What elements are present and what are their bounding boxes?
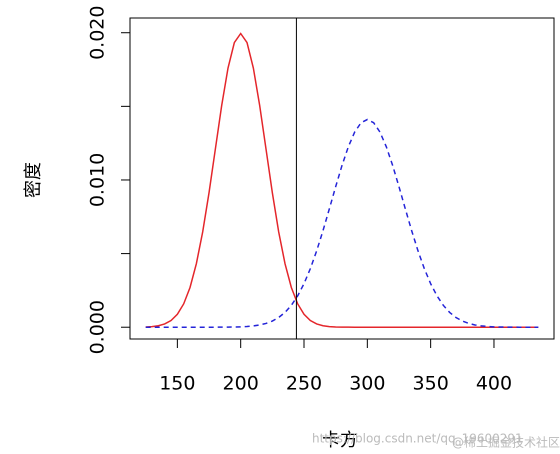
y-axis-label: 密度: [23, 162, 44, 198]
x-tick-label: 350: [413, 373, 449, 395]
x-tick-label: 300: [349, 373, 385, 395]
y-tick-label: 0.000: [87, 300, 109, 354]
y-tick-label: 0.020: [87, 6, 109, 60]
density-curve: [145, 118, 539, 328]
watermark: https://blog.csdn.net/qq_19600291: [312, 432, 523, 446]
y-tick-label: 0.010: [87, 153, 109, 207]
plot-box: [129, 17, 555, 340]
x-tick-label: 150: [159, 373, 195, 395]
x-tick-label: 400: [476, 373, 512, 395]
x-tick-label: 200: [223, 373, 259, 395]
watermark: @稀土掘金技术社区: [452, 435, 560, 450]
x-axis-label: 卡方: [322, 430, 358, 451]
x-tick-label: 250: [286, 373, 322, 395]
density-curve: [145, 32, 539, 328]
